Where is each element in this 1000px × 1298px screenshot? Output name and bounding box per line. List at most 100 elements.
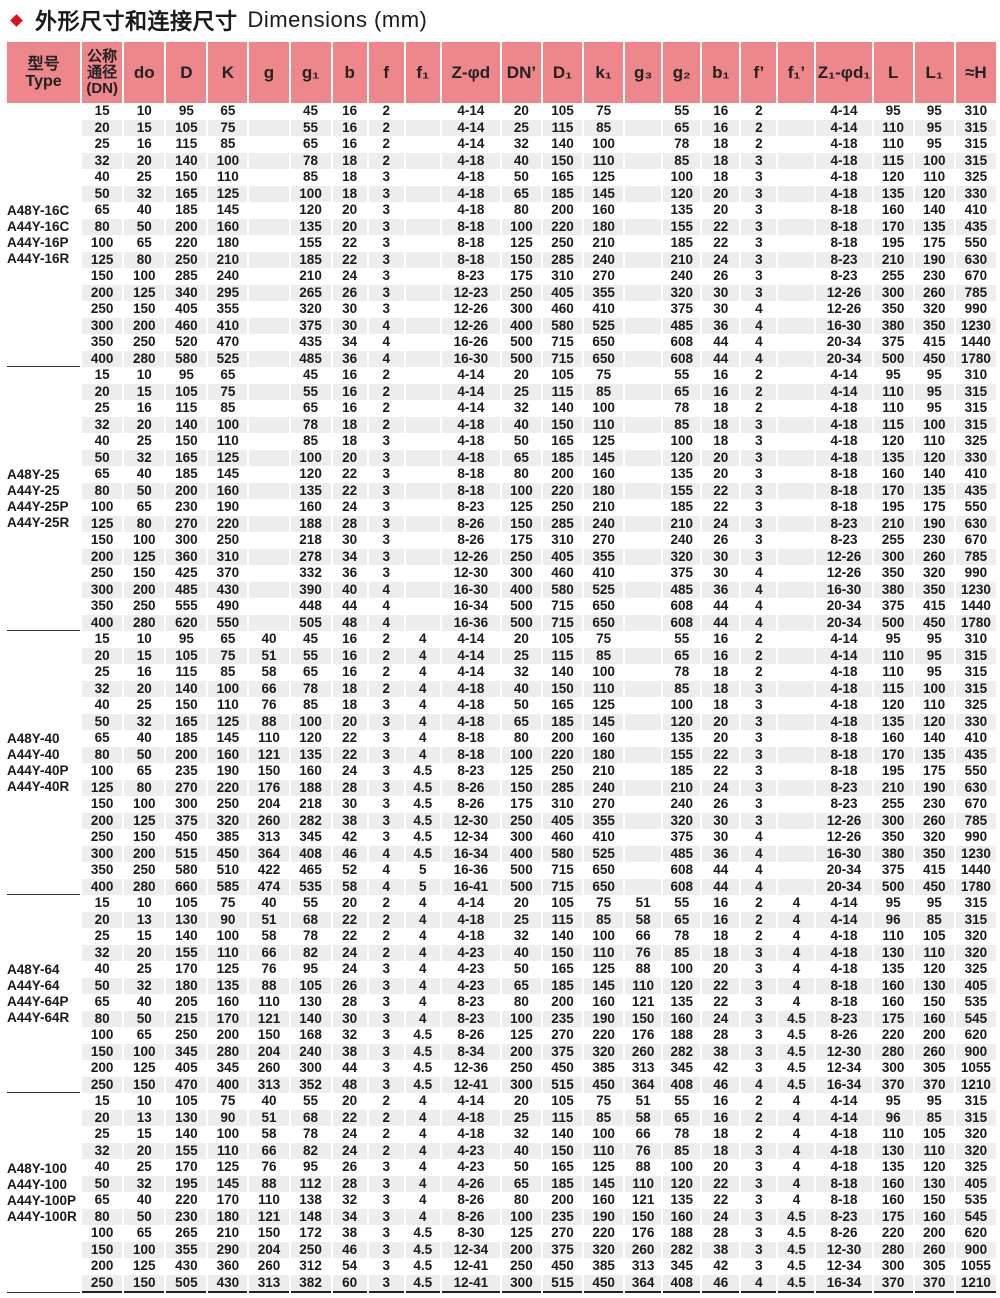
table-cell: 240 — [290, 1043, 331, 1060]
table-cell: 95 — [885, 1093, 901, 1109]
table-cell — [249, 499, 288, 516]
table-cell: 112 — [290, 1175, 331, 1192]
table-cell: 200 — [551, 1192, 574, 1208]
table-cell: 110 — [584, 152, 624, 169]
table-cell: 2 — [741, 119, 777, 136]
table-cell: 315 — [955, 383, 996, 400]
table-cell: 22 — [702, 1175, 740, 1192]
table-cell: 520 — [175, 334, 198, 350]
table-cell: 12-26 — [826, 565, 862, 581]
table-cell: 260 — [625, 1241, 662, 1258]
table-cell: 300 — [873, 812, 913, 829]
table-cell — [406, 301, 440, 318]
table-cell: 282 — [663, 1043, 701, 1060]
table-cell: 2 — [382, 1093, 390, 1109]
table-cell: 85 — [584, 647, 624, 664]
table-cell: 185 — [175, 730, 198, 746]
table-cell: 170 — [175, 1159, 198, 1175]
table-cell — [249, 301, 288, 318]
table-cell: 34 — [342, 334, 358, 350]
table-cell: 4-18 — [816, 416, 872, 433]
table-cell: 22 — [332, 1109, 367, 1126]
table-cell: 46 — [702, 1274, 740, 1293]
table-cell: 22 — [332, 251, 367, 268]
table-cell: 50 — [513, 961, 529, 977]
table-cell: 120 — [881, 697, 905, 713]
table-cell: 65 — [303, 136, 319, 152]
table-cell: 370 — [216, 565, 240, 581]
table-cell: 180 — [166, 977, 207, 994]
table-cell: 110 — [882, 400, 905, 416]
table-cell: 580 — [542, 845, 583, 862]
table-cell: 8-18 — [441, 482, 500, 499]
table-cell: 22 — [342, 928, 358, 944]
table-cell: 220 — [208, 779, 248, 796]
table-cell: 52 — [342, 862, 358, 878]
table-cell: 120 — [663, 1175, 701, 1192]
table-cell: 4-14 — [830, 895, 858, 911]
table-cell: 270 — [592, 532, 615, 548]
table-cell: 50 — [82, 1175, 123, 1192]
table-cell: 260 — [249, 812, 289, 829]
table-cell — [406, 400, 440, 417]
table-cell — [625, 433, 661, 450]
table-cell — [778, 136, 814, 153]
table-cell: 110 — [882, 928, 905, 944]
table-cell: 4.5 — [405, 779, 440, 796]
table-cell: 2 — [755, 103, 763, 119]
table-cell: 22 — [713, 499, 729, 515]
table-cell: 8-26 — [830, 1027, 858, 1043]
column-header: L₁ — [914, 42, 954, 103]
table-cell: 3 — [368, 284, 404, 301]
table-cell: 450 — [208, 845, 248, 862]
column-header: Z-φd — [441, 42, 500, 103]
table-cell: 4-18 — [441, 185, 500, 202]
table-cell: 130 — [166, 911, 207, 928]
table-row: 200 125 375 320 260 282 38 3 4.5 12-30 250 405 355 32… — [7, 812, 996, 829]
table-cell: 76 — [625, 944, 662, 961]
table-cell: 40 — [94, 433, 110, 449]
table-cell: 380 — [873, 845, 913, 862]
table-cell — [778, 845, 815, 862]
table-cell: 650 — [584, 614, 624, 631]
table-cell: 2 — [755, 400, 763, 416]
table-cell: 4 — [419, 1159, 427, 1175]
table-cell: 4 — [368, 878, 404, 895]
table-cell: 10 — [136, 1093, 152, 1109]
table-cell: 330 — [955, 713, 996, 730]
table-cell: 300 — [175, 796, 198, 812]
table-cell: 18 — [702, 1142, 740, 1159]
table-cell: 32 — [82, 1142, 123, 1159]
table-cell: 435 — [955, 218, 996, 235]
table-cell: 78 — [290, 152, 331, 169]
table-cell: 3 — [741, 482, 777, 499]
table-cell: 325 — [964, 1159, 988, 1175]
table-cell: 32 — [513, 928, 529, 944]
table-cell: 65 — [136, 235, 152, 251]
table-cell: 170 — [208, 1010, 248, 1027]
table-cell: 90 — [208, 1109, 248, 1126]
column-header: D₁ — [542, 42, 583, 103]
table-cell: 180 — [584, 746, 624, 763]
table-cell: 670 — [964, 796, 988, 812]
table-cell: 26 — [332, 284, 367, 301]
table-cell: 160 — [216, 994, 240, 1010]
table-cell: 140 — [166, 152, 207, 169]
table-row: 40 25 170 125 76 95 26 3 4 4-23 50 165 125 88 100 20 3 4 4… — [7, 1159, 996, 1176]
table-cell: 165 — [551, 961, 574, 977]
column-header: f — [368, 42, 404, 103]
table-row: 100 65 250 200 150 168 32 3 4.5 8-26 125 270 220 176 1… — [7, 1027, 996, 1044]
table-cell: 2 — [755, 664, 763, 680]
table-cell: 405 — [542, 812, 583, 829]
table-cell: 3 — [382, 1192, 390, 1208]
table-cell: 20 — [513, 895, 529, 911]
table-cell — [778, 350, 815, 367]
table-cell: 2 — [382, 136, 390, 152]
table-cell: 210 — [592, 235, 615, 251]
table-cell: 185 — [670, 763, 693, 779]
table-cell: 660 — [166, 878, 207, 895]
table-cell: 25 — [94, 400, 110, 416]
table-cell: 2 — [382, 1126, 390, 1142]
table-cell: 260 — [257, 1258, 281, 1274]
table-cell: 4 — [741, 878, 777, 895]
